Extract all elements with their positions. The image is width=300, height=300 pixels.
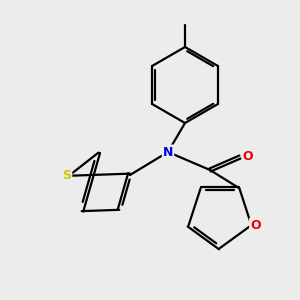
- Text: O: O: [250, 219, 261, 232]
- Text: S: S: [62, 169, 71, 182]
- Text: O: O: [243, 151, 253, 164]
- Text: N: N: [163, 146, 173, 158]
